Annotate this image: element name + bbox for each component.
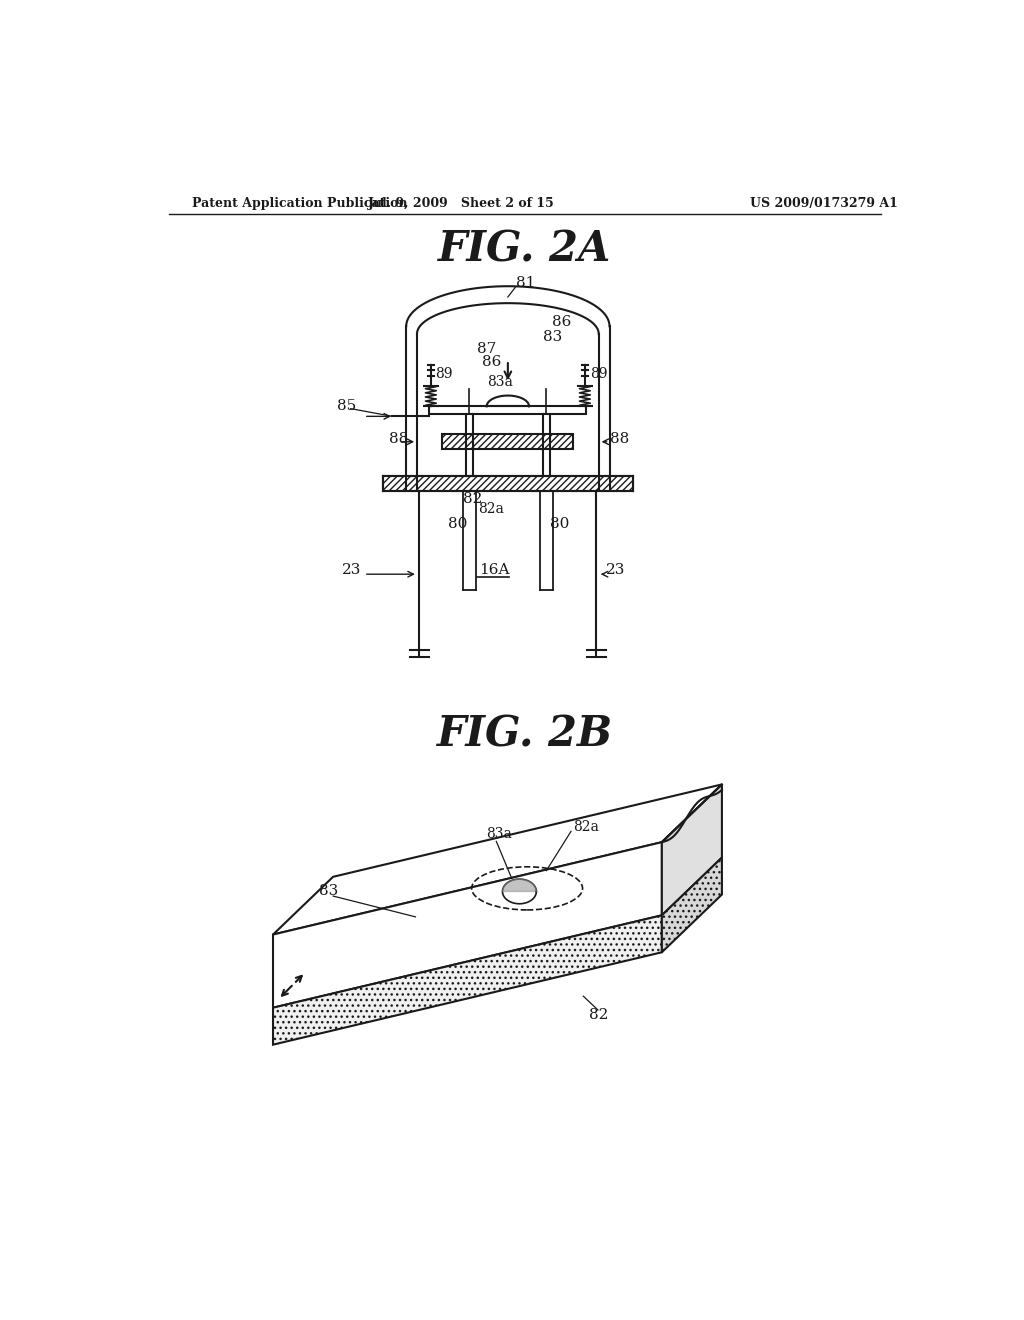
Text: Jul. 9, 2009   Sheet 2 of 15: Jul. 9, 2009 Sheet 2 of 15 [369, 197, 555, 210]
Text: FIG. 2A: FIG. 2A [438, 228, 611, 271]
Text: 83: 83 [543, 330, 562, 345]
Text: 89: 89 [590, 367, 608, 381]
Text: 83: 83 [319, 884, 339, 899]
Text: 82a: 82a [573, 820, 599, 834]
Bar [429, 407, 587, 414]
Text: 82a: 82a [478, 502, 505, 516]
Text: 88: 88 [388, 433, 408, 446]
Polygon shape [273, 784, 722, 935]
Text: 88: 88 [610, 433, 630, 446]
Text: 83a: 83a [487, 375, 513, 388]
Text: 83a: 83a [486, 828, 512, 841]
Text: 87: 87 [477, 342, 497, 356]
Text: 89: 89 [435, 367, 453, 381]
Polygon shape [503, 879, 537, 891]
Polygon shape [273, 915, 662, 1044]
Text: 80: 80 [550, 517, 569, 531]
Text: 81: 81 [515, 276, 535, 290]
Text: 80: 80 [447, 517, 467, 531]
Text: 23: 23 [342, 564, 361, 577]
Text: 85: 85 [337, 400, 356, 413]
Bar [383, 475, 633, 491]
Text: 23: 23 [606, 564, 626, 577]
Text: 82: 82 [463, 492, 482, 506]
Bar [442, 434, 573, 449]
Text: 86: 86 [481, 355, 501, 370]
Text: 86: 86 [552, 315, 571, 330]
Text: FIG. 2B: FIG. 2B [437, 713, 612, 755]
Text: 16A: 16A [479, 564, 510, 577]
Text: Patent Application Publication: Patent Application Publication [193, 197, 408, 210]
Polygon shape [662, 784, 722, 915]
Polygon shape [662, 858, 722, 952]
Polygon shape [273, 842, 662, 1007]
Text: 82: 82 [589, 1007, 608, 1022]
Text: US 2009/0173279 A1: US 2009/0173279 A1 [750, 197, 897, 210]
